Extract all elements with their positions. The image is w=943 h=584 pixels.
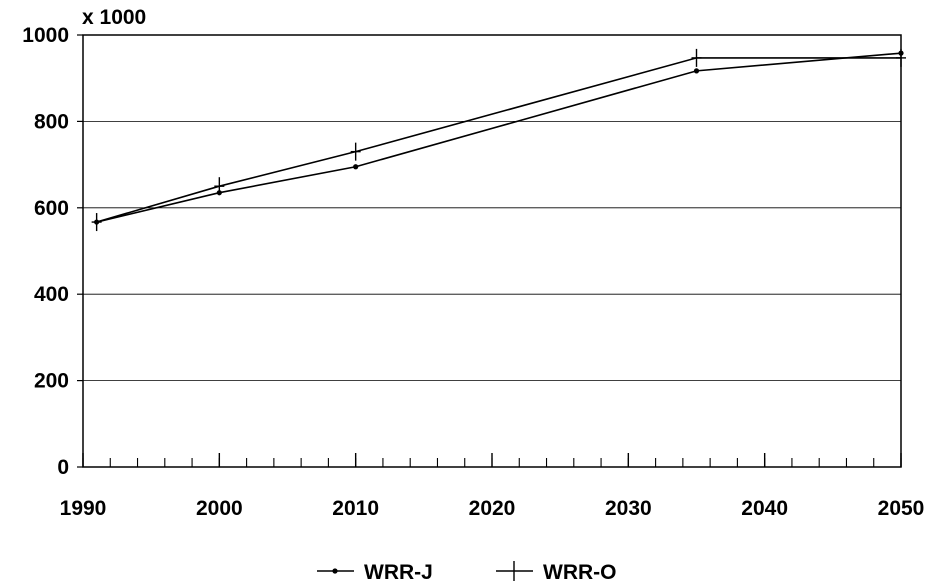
series-1-point-2010 [350, 142, 361, 161]
y-tick-label-0: 0 [57, 456, 69, 479]
x-tick-label-2010: 2010 [332, 497, 379, 520]
grid [83, 121, 901, 382]
y-tick-label-800: 800 [34, 110, 69, 133]
legend-label-1: WRR-O [543, 561, 616, 584]
legend-label-0: WRR-J [364, 561, 433, 584]
series-0-point-2010 [353, 164, 359, 170]
legend: WRR-J WRR-O [317, 561, 616, 584]
plot-frame [82, 34, 902, 468]
x-tick-label-1990: 1990 [60, 497, 107, 520]
x-tick-label-2030: 2030 [605, 497, 652, 520]
series-1-point-2000 [214, 177, 225, 196]
y-tick-label-200: 200 [34, 370, 69, 393]
x-axis: 1990 2000 2010 2020 2030 2040 2050 [60, 453, 925, 520]
x-tick-label-2020: 2020 [469, 497, 516, 520]
x-tick-label-2000: 2000 [196, 497, 243, 520]
y-tick-label-400: 400 [34, 283, 69, 306]
series-layer [91, 48, 906, 232]
series-1-point-2050 [896, 48, 906, 67]
legend-item-0: WRR-J [317, 561, 433, 584]
series-1-point-2035 [691, 48, 702, 67]
x-tick-label-2050: 2050 [878, 497, 925, 520]
y-tick-label-600: 600 [34, 197, 69, 220]
series-1-line [96, 57, 901, 223]
series-0-point-2035 [693, 68, 700, 74]
x-tick-label-2040: 2040 [741, 497, 788, 520]
y-unit-label: x 1000 [82, 6, 146, 29]
y-tick-label-1000: 1000 [22, 24, 69, 47]
series-0-line [96, 52, 902, 223]
y-axis: 0 200 400 600 800 1000 [22, 24, 83, 479]
legend-item-1: WRR-O [496, 561, 616, 584]
legend-marker-0 [332, 568, 338, 574]
series-1-point-1991 [91, 213, 102, 232]
